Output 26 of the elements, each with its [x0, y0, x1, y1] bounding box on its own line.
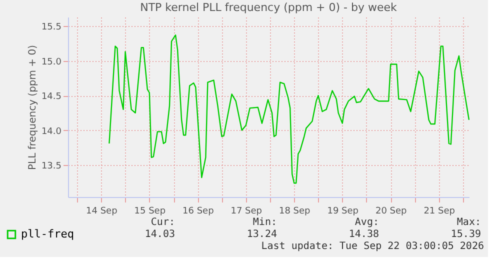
x-tick-label: 16 Sep	[182, 206, 214, 216]
x-tick-label: 20 Sep	[375, 206, 408, 216]
text: Cur:	[150, 217, 175, 228]
chart-title: NTP kernel PLL frequency (ppm + 0) - by week	[140, 1, 398, 14]
x-tick-label: 18 Sep	[278, 206, 311, 216]
y-tick-label: 15.5	[41, 22, 62, 33]
y-tick-label: 15.0	[41, 57, 62, 68]
text: Avg:	[354, 217, 379, 228]
y-tick-label: 14.0	[41, 126, 62, 137]
text: 14.03	[144, 229, 175, 240]
line-series	[108, 34, 470, 184]
text: 15.39	[450, 229, 481, 240]
text: Last update: Tue Sep 22 03:00:05 2026	[261, 241, 484, 252]
x-tick-label: 17 Sep	[230, 206, 262, 216]
y-tick-label: 13.5	[41, 162, 62, 172]
text: Min:	[252, 217, 277, 228]
y-axis-title: PLL frequency (ppm + 0)	[27, 44, 38, 170]
text: Max:	[456, 217, 481, 228]
x-tick-label: 15 Sep	[134, 206, 166, 216]
text: 14.38	[348, 229, 379, 240]
x-tick-label: 19 Sep	[327, 206, 359, 216]
x-tick-label: 14 Sep	[86, 206, 118, 216]
text: 13.24	[246, 229, 277, 240]
legend-label: pll-freq	[21, 228, 74, 240]
y-tick-label: 14.5	[41, 92, 62, 102]
x-tick-label: 21 Sep	[424, 206, 456, 216]
